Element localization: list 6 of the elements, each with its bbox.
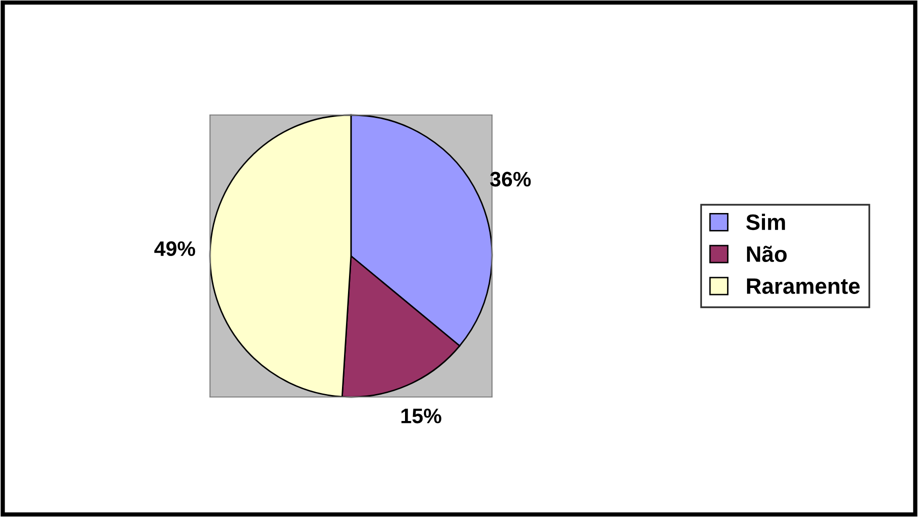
data-label: 36%	[490, 172, 531, 187]
data-label: 15%	[401, 408, 442, 424]
data-label: 49%	[154, 241, 196, 256]
legend-label: Raramente	[747, 278, 860, 294]
legend-label: Não	[747, 246, 787, 262]
legend-label: Sim	[746, 214, 785, 230]
